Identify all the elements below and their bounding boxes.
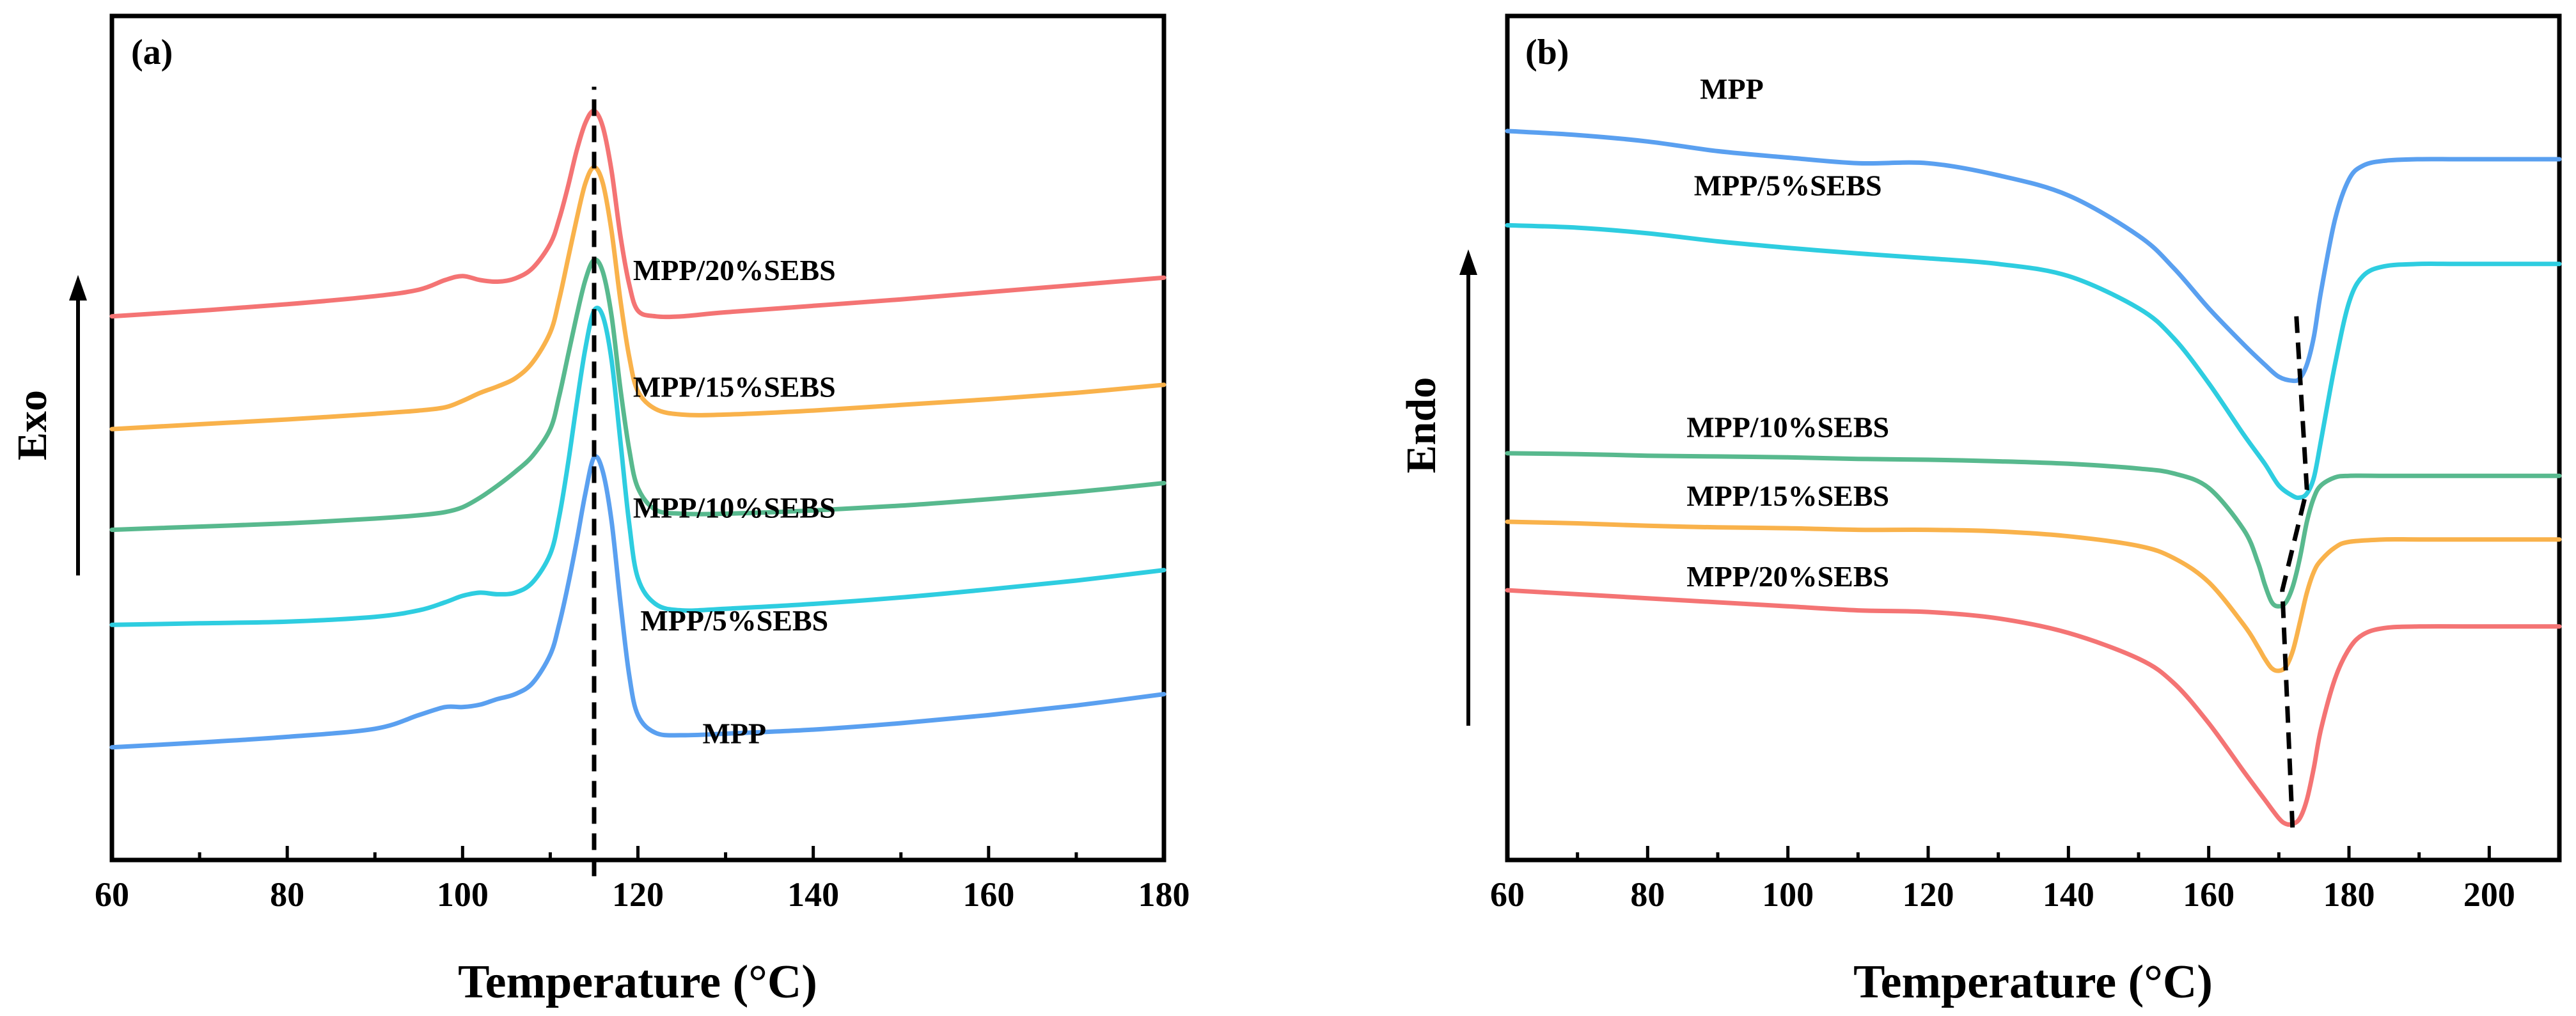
panel-a-x-tick-label: 160 bbox=[962, 875, 1014, 914]
panel-a-x-tick-label: 120 bbox=[612, 875, 664, 914]
panel-b-x-ticks: 60 80 100 120 140 160 180 200 bbox=[1490, 846, 2515, 914]
panel-a-series-label-mpp-15pctsebs: MPP/15%SEBS bbox=[633, 371, 836, 403]
panel-a-x-tick-label: 180 bbox=[1138, 875, 1190, 914]
panel-b-x-tick-label: 200 bbox=[2463, 875, 2515, 914]
panel-b-y-axis-title: Endo bbox=[1398, 377, 1445, 473]
panel-a-plot-frame bbox=[109, 13, 1166, 863]
panel-a-curve-mpp-10pctsebs bbox=[109, 257, 1166, 533]
panel-b-x-tick-label: 160 bbox=[2183, 875, 2234, 914]
panel-b-x-tick-label: 180 bbox=[2323, 875, 2375, 914]
panel-b-curve-mpp bbox=[1505, 129, 2562, 384]
panel-b-chart: MPP MPP/5%SEBS MPP/10%SEBS MPP/15%SEBS MPP/2… bbox=[1398, 13, 2562, 1008]
panel-b-series-label-mpp-10pctsebs: MPP/10%SEBS bbox=[1686, 411, 1889, 444]
panel-a-series-labels: MPP/20%SEBS MPP/15%SEBS MPP/10%SEBS MPP/5%S… bbox=[633, 254, 836, 750]
panel-b-curve-mpp-5pctsebs bbox=[1505, 223, 2562, 500]
panel-a-x-axis-title: Temperature (°C) bbox=[458, 956, 817, 1008]
panel-b-label: (b) bbox=[1525, 33, 1569, 72]
panel-b-series-label-mpp-20pctsebs: MPP/20%SEBS bbox=[1686, 560, 1889, 593]
panel-a-curve-mpp bbox=[109, 454, 1166, 750]
panel-a-curve-mpp-15pctsebs bbox=[109, 165, 1166, 432]
panel-b-x-axis-title: Temperature (°C) bbox=[1853, 956, 2213, 1008]
panel-a-curve-mpp-5pctsebs bbox=[109, 306, 1166, 627]
panel-a-x-ticks: 60 80 100 120 140 160 180 bbox=[95, 846, 1190, 914]
panel-b-x-tick-label: 120 bbox=[1903, 875, 1954, 914]
panel-a-series-label-mpp: MPP bbox=[702, 717, 766, 750]
panel-a-x-tick-label: 80 bbox=[270, 875, 304, 914]
panel-b-curve-mpp-20pctsebs bbox=[1505, 588, 2562, 827]
panel-b-x-tick-label: 100 bbox=[1762, 875, 1814, 914]
panel-b-series-group bbox=[1505, 129, 2562, 827]
panel-a-x-tick-label: 60 bbox=[95, 875, 129, 914]
panel-a-label: (a) bbox=[131, 33, 173, 72]
panel-b-peak-marker bbox=[2280, 316, 2309, 836]
panel-b-curve-mpp-15pctsebs bbox=[1505, 519, 2562, 673]
panel-a-series-label-mpp-10pctsebs: MPP/10%SEBS bbox=[633, 492, 836, 524]
panel-a-x-tick-label: 140 bbox=[787, 875, 839, 914]
panel-a-y-axis-title: Exo bbox=[9, 390, 56, 460]
panel-a-chart: MPP/20%SEBS MPP/15%SEBS MPP/10%SEBS MPP/5%S… bbox=[9, 13, 1190, 1008]
panel-a-series-label-mpp-20pctsebs: MPP/20%SEBS bbox=[633, 254, 836, 286]
panel-b-plot-frame bbox=[1505, 13, 2562, 863]
panel-b-x-tick-label: 80 bbox=[1630, 875, 1665, 914]
panel-b-series-label-mpp-15pctsebs: MPP/15%SEBS bbox=[1686, 480, 1889, 512]
panel-b-series-labels: MPP MPP/5%SEBS MPP/10%SEBS MPP/15%SEBS MPP/2… bbox=[1686, 73, 1889, 593]
panel-a-curve-mpp-20pctsebs bbox=[109, 108, 1166, 320]
panel-a-series-label-mpp-5pctsebs: MPP/5%SEBS bbox=[640, 604, 828, 637]
panel-a-y-axis-arrow bbox=[69, 275, 87, 575]
panel-b-series-label-mpp: MPP bbox=[1700, 73, 1764, 106]
panel-b-peak-marker-group bbox=[2280, 316, 2309, 836]
panel-b-y-arrow-head bbox=[1459, 249, 1477, 275]
panel-b-y-axis-arrow bbox=[1459, 249, 1477, 726]
panel-a-series-group bbox=[109, 108, 1166, 750]
panel-b-curve-mpp-10pctsebs bbox=[1505, 451, 2562, 609]
panel-b-x-tick-label: 60 bbox=[1490, 875, 1525, 914]
panel-a-x-tick-label: 100 bbox=[437, 875, 489, 914]
panel-a-y-arrow-head bbox=[69, 275, 87, 301]
panel-b-x-tick-label: 140 bbox=[2043, 875, 2094, 914]
panel-b-series-label-mpp-5pctsebs: MPP/5%SEBS bbox=[1694, 169, 1882, 202]
